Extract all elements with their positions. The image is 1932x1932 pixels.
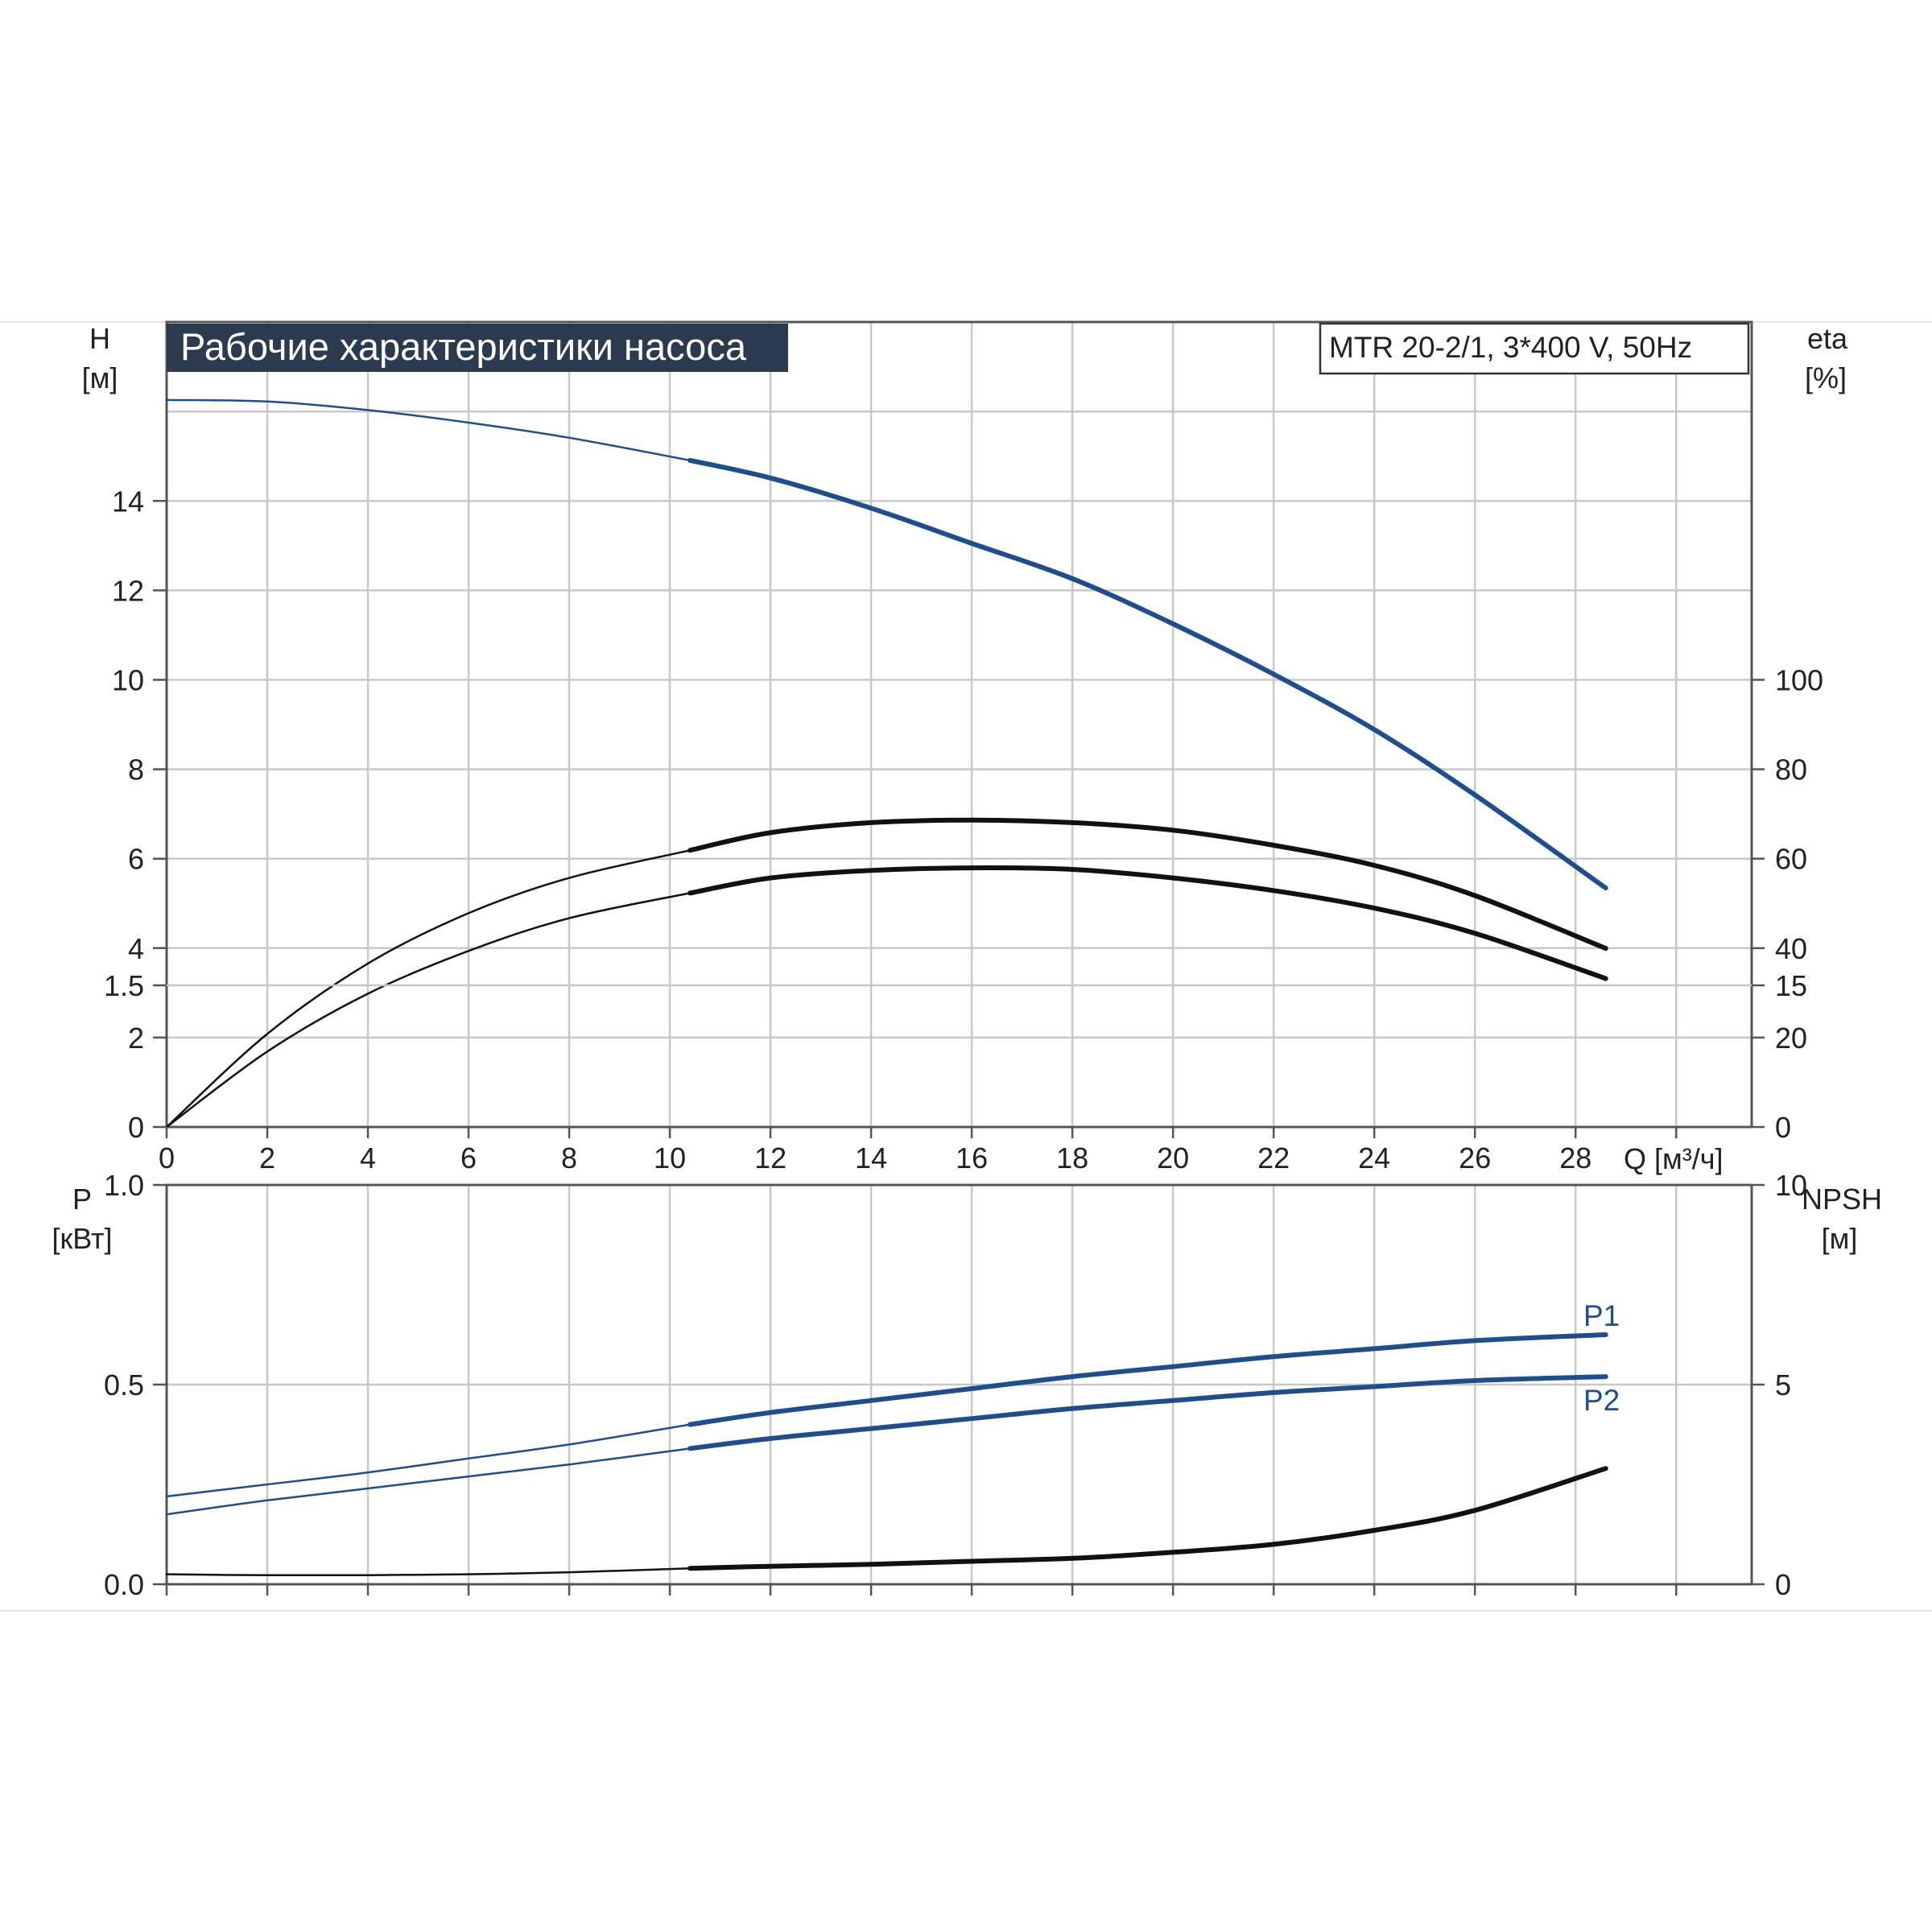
x-tick-label: 26 — [1459, 1141, 1491, 1174]
x-tick-label: 8 — [561, 1141, 577, 1174]
series-label-p2: P2 — [1583, 1384, 1620, 1417]
x-tick-label: 16 — [956, 1141, 988, 1174]
y-tick-label: 1.5 — [104, 969, 144, 1002]
curve-0-0-line-extended — [165, 398, 691, 462]
y-tick-label: 6 — [128, 843, 144, 876]
chart-title-box: Рабочие характеристики насоса — [167, 324, 788, 372]
y2-tick-label: 10 — [1775, 1169, 1807, 1202]
x-tick-label: 2 — [259, 1141, 275, 1174]
y2-tick-label: 80 — [1775, 753, 1807, 786]
y-axis-label-h: H — [89, 322, 110, 355]
bottom-tick-labels: 0.0 0.5 1.0 1.5 0 5 10 15 — [104, 969, 1807, 1601]
y-tick-label: 0 — [128, 1111, 144, 1144]
p2-line — [687, 1374, 1608, 1451]
y2-tick-label: 0 — [1775, 1568, 1791, 1601]
y2-axis-label-eta: eta — [1807, 322, 1848, 355]
x-tick-label: 20 — [1157, 1141, 1189, 1174]
y-tick-label: 0.0 — [104, 1568, 144, 1601]
curve-0-1-line — [687, 817, 1608, 952]
y2-axis-label-npsh: NPSH — [1802, 1183, 1882, 1216]
top-grid — [165, 322, 1752, 1127]
y-tick-label: 14 — [112, 485, 144, 518]
y-tick-label: 10 — [112, 664, 144, 697]
y-axis-label-p: P — [72, 1183, 92, 1216]
p2-line-extended — [165, 1447, 691, 1516]
x-tick-label: 4 — [360, 1141, 376, 1174]
x-tick-label: 24 — [1358, 1141, 1390, 1174]
y-axis-unit-h: [м] — [82, 361, 118, 394]
y2-tick-label: 15 — [1775, 969, 1807, 1002]
x-tick-label: 0 — [159, 1141, 175, 1174]
x-tick-label: 12 — [754, 1141, 786, 1174]
y2-tick-label: 20 — [1775, 1022, 1807, 1055]
x-tick-label: 28 — [1559, 1141, 1591, 1174]
y2-axis-unit-eta: [%] — [1805, 361, 1847, 394]
y-axis-unit-p: [кВт] — [52, 1222, 112, 1255]
power-npsh-panel: 0.0 0.5 1.0 1.5 0 5 10 15 P [кВт] NPSH [м] P1 P… — [52, 969, 1882, 1601]
x-tick-label: 14 — [855, 1141, 887, 1174]
y2-tick-label: 60 — [1775, 843, 1807, 876]
model-label-frame — [1319, 322, 1750, 375]
model-label: MTR 20-2/1, 3*400 V, 50Hz — [1329, 331, 1692, 364]
bottom-grid — [165, 984, 1752, 1584]
y-tick-label: 1.0 — [104, 1169, 144, 1202]
chart-title: Рабочие характеристики насоса — [180, 325, 747, 368]
curve-1-2-line — [687, 1466, 1608, 1571]
curve-0-2-line-extended — [165, 892, 691, 1129]
x-tick-label: 6 — [460, 1141, 477, 1174]
p1-line — [687, 1332, 1608, 1427]
x-tick-label: 10 — [654, 1141, 686, 1174]
y2-tick-label: 5 — [1775, 1368, 1791, 1402]
y-tick-label: 4 — [128, 932, 144, 965]
y-tick-label: 8 — [128, 753, 144, 786]
curve-1-2-line-extended — [165, 1567, 691, 1577]
y-tick-label: 12 — [112, 574, 144, 607]
curve-0-2-line — [687, 865, 1608, 981]
top-plot-frame — [165, 320, 1753, 1129]
bottom-series-group — [165, 1332, 1608, 1577]
y2-tick-label: 100 — [1775, 664, 1823, 697]
y2-tick-label: 0 — [1775, 1111, 1791, 1144]
y2-axis-unit-npsh: [м] — [1822, 1222, 1858, 1255]
x-tick-label: 18 — [1056, 1141, 1088, 1174]
y-tick-label: 0.5 — [104, 1368, 144, 1402]
chart-title-background — [167, 324, 788, 372]
curve-0-1-line-extended — [165, 849, 691, 1129]
series-label-p1: P1 — [1583, 1299, 1620, 1332]
y2-tick-label: 40 — [1775, 932, 1807, 965]
x-tick-label: 22 — [1257, 1141, 1290, 1174]
top-series-group — [165, 398, 1608, 1129]
p1-line-extended — [165, 1423, 691, 1498]
curve-0-0-line — [687, 457, 1608, 891]
y-tick-label: 2 — [128, 1022, 144, 1055]
x-axis-label-q: Q [м³/ч] — [1624, 1142, 1724, 1175]
model-label-box: MTR 20-2/1, 3*400 V, 50Hz — [1319, 322, 1750, 375]
